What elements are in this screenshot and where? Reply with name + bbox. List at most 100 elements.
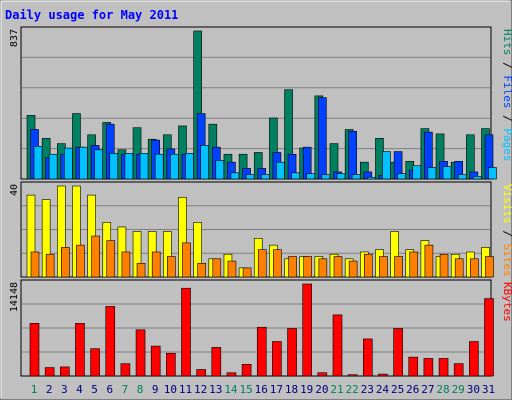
- day-label-1: 1: [31, 383, 38, 396]
- bar-sites-day-17: [273, 249, 282, 278]
- bar-pages-day-26: [412, 165, 422, 180]
- day-label-25: 25: [391, 383, 404, 396]
- bar-kbytes-day-25: [393, 328, 403, 377]
- day-label-17: 17: [270, 383, 283, 396]
- day-label-12: 12: [194, 383, 207, 396]
- bar-pages-day-25: [397, 173, 406, 180]
- bar-pages-day-6: [109, 153, 119, 180]
- legend-item-files: Files: [501, 75, 512, 108]
- bar-pages-day-22: [351, 174, 361, 180]
- bar-sites-day-25: [394, 256, 403, 278]
- bar-pages-day-31: [488, 167, 497, 180]
- bar-files-day-20: [318, 97, 327, 180]
- day-label-29: 29: [452, 383, 465, 396]
- day-label-6: 6: [106, 383, 113, 396]
- legend-item-kbytes: KBytes: [501, 282, 512, 322]
- bar-sites-day-2: [45, 253, 55, 278]
- day-label-13: 13: [209, 383, 222, 396]
- bar-kbytes-day-1: [29, 323, 40, 377]
- bar-pages-day-10: [170, 153, 179, 180]
- bar-sites-day-14: [227, 260, 237, 278]
- bar-kbytes-day-13: [211, 347, 222, 377]
- bar-pages-day-28: [442, 166, 452, 180]
- legend-panel-1: Hits / Files / Pages: [501, 29, 512, 162]
- bar-pages-day-30: [473, 176, 482, 180]
- bar-sites-day-27: [424, 244, 434, 278]
- legend-separator: /: [501, 56, 512, 76]
- day-label-14: 14: [224, 383, 238, 396]
- bar-kbytes-day-7: [120, 363, 131, 377]
- day-label-15: 15: [239, 383, 252, 396]
- legend-item-sites: Sites: [501, 244, 512, 277]
- legend-panel-2: Visits / Sites: [501, 184, 512, 277]
- bar-sites-day-12: [197, 263, 206, 278]
- day-label-22: 22: [346, 383, 359, 396]
- day-label-10: 10: [164, 383, 177, 396]
- legend-item-hits: Hits: [501, 29, 512, 56]
- day-label-27: 27: [421, 383, 434, 396]
- bar-sites-day-11: [182, 242, 191, 278]
- day-label-9: 9: [152, 383, 159, 396]
- bar-pages-day-1: [33, 145, 43, 180]
- bar-sites-day-1: [30, 251, 40, 278]
- day-label-19: 19: [300, 383, 313, 396]
- bar-kbytes-day-6: [105, 306, 116, 377]
- bar-kbytes-day-12: [196, 369, 206, 377]
- bar-kbytes-day-27: [423, 358, 434, 377]
- bar-sites-day-26: [409, 251, 419, 278]
- bar-sites-day-9: [151, 251, 161, 278]
- bar-pages-day-5: [94, 149, 103, 180]
- day-label-2: 2: [46, 383, 53, 396]
- bar-sites-day-15: [242, 267, 252, 278]
- bar-pages-day-11: [185, 153, 194, 180]
- bar-sites-day-22: [348, 260, 358, 278]
- day-label-20: 20: [315, 383, 328, 396]
- bar-pages-day-21: [336, 173, 346, 180]
- bar-sites-day-3: [60, 247, 70, 278]
- bar-kbytes-day-24: [378, 373, 388, 377]
- bar-sites-day-8: [136, 263, 146, 278]
- bar-kbytes-day-15: [241, 363, 252, 377]
- bar-pages-day-19: [306, 173, 316, 180]
- bar-kbytes-day-22: [347, 374, 358, 377]
- legend-panel-3: KBytes: [501, 282, 512, 322]
- bar-pages-day-2: [48, 153, 58, 180]
- bar-sites-day-29: [454, 258, 464, 278]
- bar-kbytes-day-23: [362, 338, 373, 377]
- bar-kbytes-day-19: [302, 283, 313, 377]
- bar-kbytes-day-14: [226, 372, 237, 377]
- bar-kbytes-day-21: [332, 314, 343, 377]
- bar-sites-day-7: [121, 251, 131, 278]
- day-label-23: 23: [361, 383, 374, 396]
- day-label-21: 21: [330, 383, 343, 396]
- bar-kbytes-day-9: [150, 345, 161, 377]
- max-value-label: 14148: [9, 282, 20, 312]
- bar-pages-day-20: [321, 174, 331, 180]
- bar-pages-day-29: [457, 174, 467, 180]
- bar-pages-day-3: [64, 147, 73, 180]
- bar-kbytes-day-5: [90, 348, 100, 377]
- bar-pages-day-7: [124, 153, 134, 180]
- legend-separator: /: [501, 224, 512, 244]
- bar-pages-day-16: [260, 174, 270, 180]
- day-label-16: 16: [255, 383, 268, 396]
- legend-separator: /: [501, 109, 512, 129]
- bar-pages-day-27: [427, 167, 437, 180]
- bar-sites-day-6: [106, 240, 116, 278]
- max-value-label: 837: [9, 29, 20, 47]
- bar-pages-day-4: [79, 146, 88, 180]
- day-label-24: 24: [376, 383, 390, 396]
- bar-sites-day-20: [318, 258, 328, 278]
- bar-sites-day-19: [303, 256, 313, 278]
- day-label-5: 5: [91, 383, 98, 396]
- day-label-26: 26: [406, 383, 419, 396]
- bar-kbytes-day-2: [44, 367, 55, 377]
- bar-kbytes-day-20: [317, 372, 328, 377]
- bar-kbytes-day-10: [166, 352, 176, 377]
- day-label-7: 7: [122, 383, 129, 396]
- bar-sites-day-23: [363, 253, 373, 278]
- day-label-11: 11: [179, 383, 192, 396]
- bar-kbytes-day-11: [181, 287, 191, 377]
- bar-sites-day-24: [379, 256, 388, 278]
